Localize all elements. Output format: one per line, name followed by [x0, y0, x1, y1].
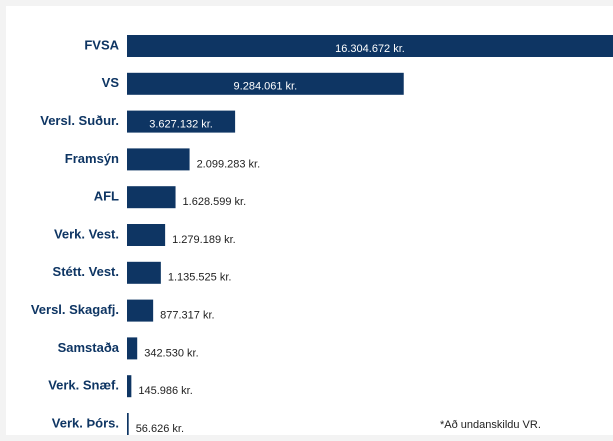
- bar: [127, 375, 132, 398]
- value-label: 16.304.672 kr.: [335, 43, 405, 55]
- value-label: 1.135.525 kr.: [168, 272, 232, 284]
- bar: [127, 35, 613, 57]
- category-label: Verk. Vest.: [54, 226, 119, 241]
- bar: [127, 72, 404, 95]
- bar: [127, 299, 154, 322]
- bar: [127, 337, 138, 360]
- bar: [127, 110, 236, 133]
- value-label: 877.317 kr.: [160, 310, 214, 322]
- category-label: Stétt. Vest.: [53, 264, 119, 279]
- value-label: 3.627.132 kr.: [149, 119, 213, 131]
- category-label: Framsýn: [65, 151, 119, 166]
- category-label: Versl. Suður.: [40, 113, 119, 128]
- value-label: 342.530 kr.: [144, 347, 198, 359]
- bar: [127, 261, 161, 284]
- bar: [127, 224, 166, 246]
- category-label: Verk. Snæf.: [48, 378, 119, 393]
- value-label: 1.628.599 kr.: [183, 196, 247, 208]
- footnote: *Að undanskildu VR.: [440, 419, 541, 431]
- bar: [127, 413, 129, 435]
- category-label: AFL: [94, 189, 119, 204]
- category-label: VS: [102, 75, 120, 90]
- category-label: FVSA: [84, 37, 119, 52]
- value-label: 1.279.189 kr.: [172, 234, 236, 246]
- panel: [6, 6, 613, 435]
- value-label: 2.099.283 kr.: [197, 158, 261, 170]
- bar: [127, 186, 176, 209]
- category-label: Samstaða: [58, 340, 120, 355]
- value-label: 145.986 kr.: [138, 385, 192, 397]
- bar: [127, 148, 190, 171]
- category-label: Versl. Skagafj.: [31, 302, 119, 317]
- value-label: 56.626 kr.: [136, 423, 184, 435]
- category-label: Verk. Þórs.: [52, 415, 119, 430]
- value-label: 9.284.061 kr.: [234, 81, 298, 93]
